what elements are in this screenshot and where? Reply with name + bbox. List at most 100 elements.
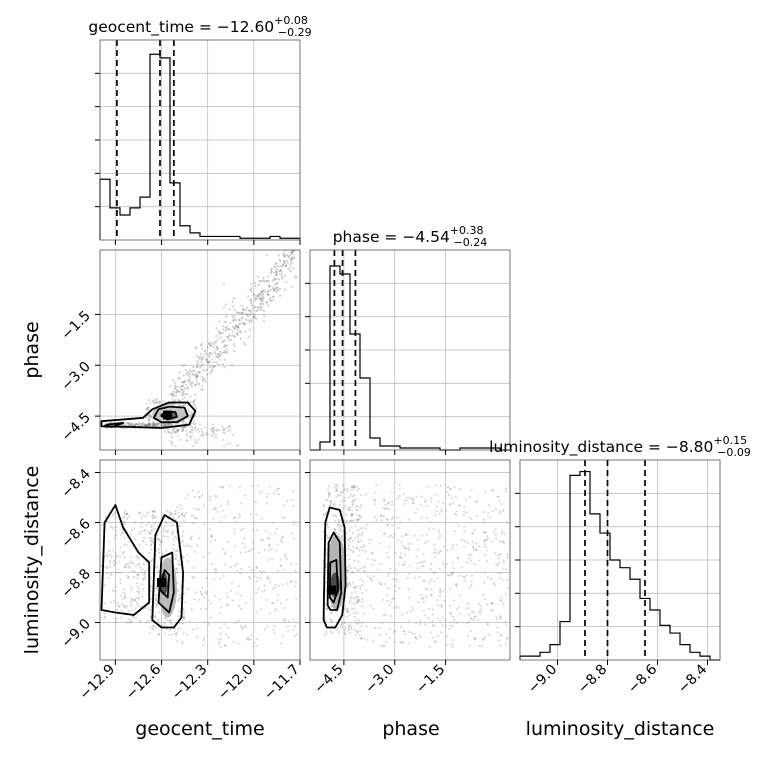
scatter-point	[160, 541, 163, 544]
scatter-point	[240, 304, 243, 308]
scatter-point	[175, 633, 178, 637]
scatter-point	[202, 643, 205, 646]
scatter-point	[451, 544, 454, 547]
scatter-point	[232, 297, 235, 300]
scatter-point	[265, 495, 269, 499]
scatter-point	[325, 565, 328, 568]
scatter-point	[490, 601, 493, 605]
scatter-point	[145, 407, 148, 410]
scatter-point	[177, 599, 180, 602]
scatter-point	[477, 545, 480, 548]
scatter-point	[164, 525, 167, 528]
scatter-point	[208, 355, 211, 359]
scatter-point	[250, 309, 253, 312]
scatter-point	[132, 562, 135, 565]
scatter-point	[236, 562, 239, 565]
scatter-point	[260, 280, 263, 283]
scatter-point	[219, 354, 222, 358]
scatter-point	[154, 424, 157, 427]
scatter-point	[363, 544, 366, 547]
scatter-point	[384, 613, 387, 616]
scatter-point	[150, 524, 153, 527]
scatter-point	[187, 404, 190, 407]
scatter-point	[492, 531, 496, 534]
scatter-point	[165, 521, 168, 525]
scatter-point	[285, 246, 287, 248]
scatter-point	[177, 622, 181, 625]
scatter-point	[282, 251, 285, 255]
scatter-point	[348, 529, 352, 532]
scatter-point	[274, 583, 277, 587]
scatter-point	[250, 287, 253, 290]
scatter-point	[184, 421, 187, 425]
scatter-point	[236, 332, 239, 335]
scatter-point	[259, 577, 262, 580]
scatter-point	[405, 611, 409, 614]
scatter-point	[145, 423, 148, 427]
scatter-point	[226, 335, 229, 339]
scatter-point	[291, 252, 294, 255]
scatter-point	[333, 514, 336, 517]
scatter-point	[129, 532, 132, 535]
scatter-point	[106, 555, 109, 558]
scatter-point	[504, 620, 508, 624]
scatter-point	[265, 280, 268, 283]
scatter-point	[330, 612, 333, 615]
scatter-point	[239, 330, 242, 334]
scatter-point	[478, 612, 482, 615]
scatter-point	[346, 586, 349, 589]
scatter-point	[441, 624, 444, 627]
scatter-point	[115, 554, 118, 557]
scatter-point	[283, 606, 286, 609]
scatter-point	[149, 423, 152, 426]
scatter-point	[143, 423, 147, 426]
scatter-point	[273, 265, 276, 268]
scatter-point	[276, 487, 279, 490]
scatter-point	[189, 435, 192, 438]
scatter-point	[281, 540, 284, 544]
scatter-point	[208, 366, 211, 369]
scatter-point	[277, 594, 280, 597]
scatter-point	[208, 352, 211, 355]
scatter-point	[329, 617, 332, 620]
scatter-point	[126, 421, 129, 425]
scatter-point	[418, 619, 421, 623]
scatter-point	[450, 572, 454, 575]
scatter-point	[419, 504, 422, 507]
scatter-point	[343, 499, 347, 502]
scatter-point	[270, 602, 274, 605]
scatter-point	[238, 318, 241, 321]
scatter-point	[423, 500, 427, 503]
scatter-point	[416, 562, 419, 565]
scatter-point	[395, 605, 399, 608]
scatter-point	[232, 640, 235, 644]
scatter-point	[352, 545, 355, 549]
scatter-point	[463, 545, 466, 548]
scatter-point	[192, 428, 195, 432]
scatter-point	[203, 637, 206, 640]
scatter-point	[291, 251, 294, 254]
scatter-point	[421, 579, 425, 582]
scatter-point	[164, 423, 167, 426]
scatter-point	[173, 428, 176, 431]
scatter-point	[136, 582, 139, 585]
scatter-point	[398, 484, 401, 487]
scatter-point	[386, 523, 390, 526]
scatter-point	[351, 504, 355, 507]
scatter-point	[352, 499, 355, 502]
scatter-point	[217, 329, 220, 332]
scatter-point	[129, 597, 133, 600]
scatter-point	[185, 434, 189, 438]
scatter-point	[377, 568, 380, 571]
scatter-point	[263, 589, 266, 592]
scatter-point	[497, 556, 500, 560]
scatter-point	[501, 540, 504, 543]
scatter-point	[357, 541, 361, 544]
scatter-point	[147, 423, 151, 426]
scatter-point	[396, 573, 399, 576]
panel-frame	[99, 249, 301, 451]
scatter-point	[350, 596, 354, 600]
scatter-point	[177, 511, 180, 514]
scatter-point	[265, 502, 268, 505]
scatter-point	[151, 510, 154, 513]
